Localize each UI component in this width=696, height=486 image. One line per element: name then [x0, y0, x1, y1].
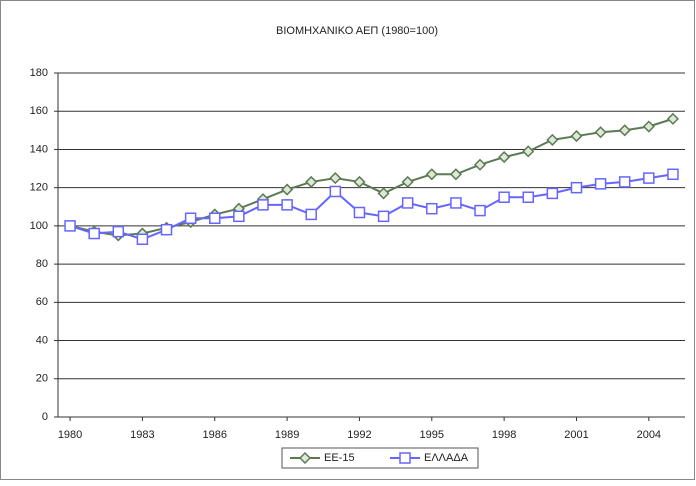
marker	[281, 183, 294, 196]
y-tick-label: 20	[36, 373, 48, 385]
marker	[618, 124, 631, 137]
x-tick-label: 1989	[275, 429, 299, 441]
x-tick-label: 2004	[637, 429, 661, 441]
y-tick-label: 100	[30, 220, 48, 232]
marker	[618, 176, 631, 188]
x-tick-label: 1995	[420, 429, 444, 441]
marker	[570, 181, 583, 194]
marker	[643, 172, 655, 184]
marker	[160, 223, 173, 236]
marker	[498, 191, 510, 203]
marker	[353, 175, 366, 188]
marker	[136, 233, 149, 246]
y-tick-label: 0	[42, 411, 48, 423]
marker	[667, 168, 679, 181]
y-tick-label: 40	[36, 334, 48, 346]
marker	[281, 199, 293, 211]
legend-label: ΕΕ-15	[324, 452, 355, 464]
marker	[257, 199, 269, 211]
marker	[642, 120, 655, 133]
marker	[184, 212, 197, 224]
marker	[546, 187, 559, 200]
y-tick-label: 160	[30, 105, 48, 117]
marker	[594, 126, 607, 139]
legend-label: ΕΛΛΑΔΑ	[424, 452, 469, 464]
marker	[401, 197, 414, 209]
marker	[450, 197, 462, 209]
marker	[570, 130, 583, 143]
y-tick-label: 60	[36, 296, 48, 308]
y-tick-label: 80	[36, 258, 48, 270]
marker	[353, 206, 366, 219]
marker	[522, 191, 534, 203]
marker	[498, 151, 511, 164]
chart-title: ΒΙΟΜΗΧΑΝΙΚΟ ΑΕΠ (1980=100)	[276, 25, 438, 37]
x-tick-label: 1992	[347, 429, 371, 441]
marker	[377, 210, 390, 223]
x-tick-label: 1998	[492, 429, 516, 441]
marker	[298, 451, 312, 465]
marker	[666, 112, 680, 125]
marker	[64, 220, 76, 232]
y-tick-label: 180	[30, 67, 48, 79]
x-tick-label: 1986	[203, 429, 227, 441]
marker	[329, 172, 342, 185]
marker	[546, 133, 559, 146]
x-tick-label: 1983	[130, 429, 154, 441]
legend-box	[281, 447, 479, 469]
marker	[473, 158, 487, 171]
marker	[305, 175, 318, 188]
marker	[112, 225, 125, 238]
marker	[474, 204, 486, 217]
marker	[233, 210, 245, 223]
marker	[522, 145, 535, 158]
marker	[449, 168, 462, 181]
marker	[209, 212, 221, 224]
marker	[88, 227, 100, 240]
marker	[425, 168, 438, 181]
x-tick-label: 2001	[564, 429, 588, 441]
marker	[377, 187, 390, 200]
y-tick-label: 140	[30, 143, 48, 155]
x-tick-label: 1980	[58, 429, 82, 441]
marker	[399, 452, 411, 464]
marker	[401, 175, 414, 188]
marker	[305, 208, 317, 221]
marker	[329, 185, 342, 198]
marker	[426, 202, 438, 215]
marker	[594, 178, 607, 190]
y-tick-label: 120	[30, 182, 48, 194]
